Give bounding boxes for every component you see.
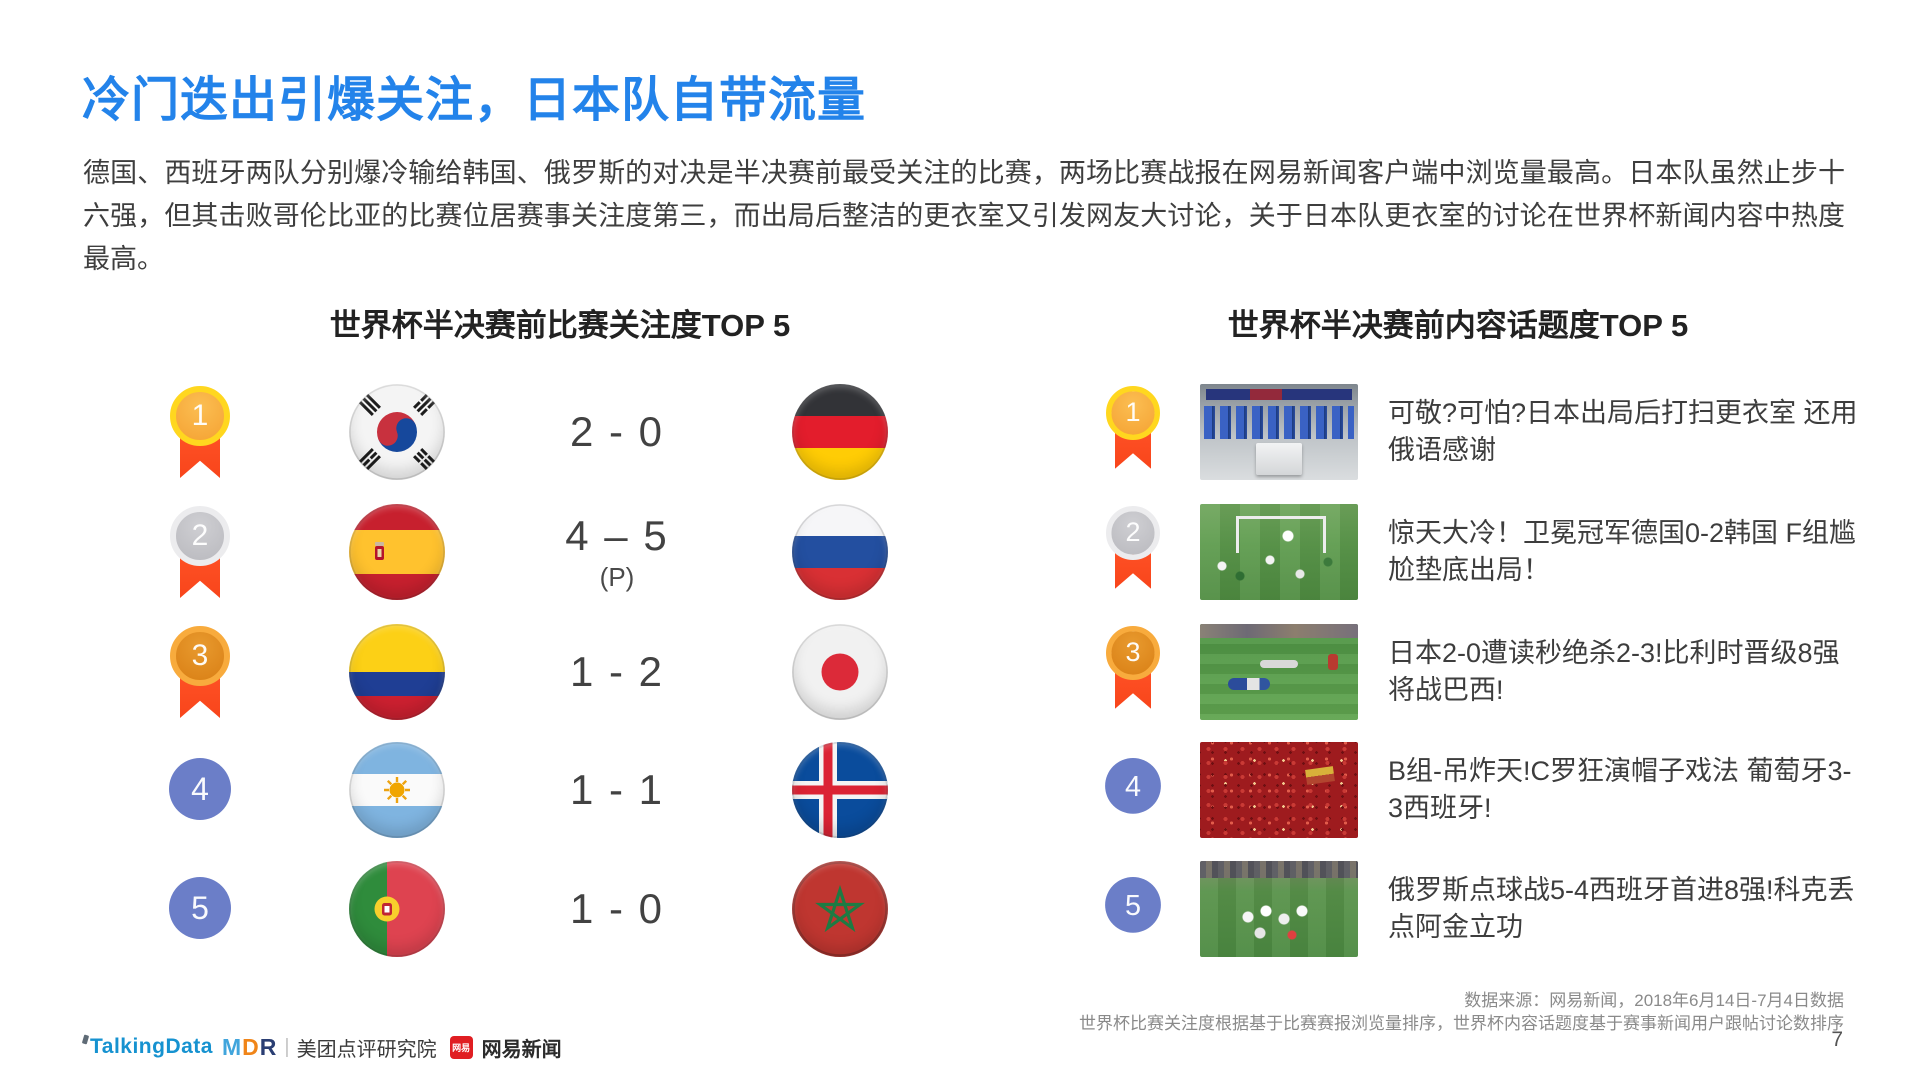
- mdr-letter: M: [221, 1033, 243, 1060]
- medal-ribbon-icon: [1115, 545, 1151, 589]
- team-celebration-thumbnail: [1200, 861, 1358, 957]
- rank-number: 5: [169, 877, 231, 939]
- mdr-letter: D: [242, 1033, 260, 1060]
- match-score: 1 - 0: [497, 849, 737, 969]
- russia-flag-icon: [792, 504, 888, 600]
- match-row: 1 2 - 0: [0, 372, 1921, 492]
- score-value: 1 - 1: [569, 766, 665, 813]
- rank-4-badge: 4: [165, 758, 235, 820]
- field-despair-thumbnail: [1200, 624, 1358, 720]
- footer-logos: TalkingData MDR | 美团点评研究院 网易 网易新闻: [83, 1033, 562, 1061]
- match-row: 5 1 - 0: [0, 849, 1921, 969]
- spain-flag-icon: [349, 504, 445, 600]
- iceland-flag-icon: [792, 742, 888, 838]
- thumbnail-detail: [1328, 654, 1338, 670]
- rank-number: 4: [1105, 758, 1161, 814]
- match-score: 1 - 2: [497, 612, 737, 732]
- rank-number: 3: [170, 626, 230, 686]
- topic-row: 5 俄罗斯点球战5-4西班牙首进8强!科克丢点阿金立功: [0, 849, 1921, 969]
- match-score: 2 - 0: [497, 372, 737, 492]
- morocco-flag-icon: [792, 861, 888, 957]
- topic-row: 4 B组-吊炸天!C罗狂演帽子戏法 葡萄牙3-3西班牙!: [0, 730, 1921, 850]
- rank-3-badge: 3: [165, 626, 235, 718]
- germany-flag-icon: [792, 384, 888, 480]
- page-number: 7: [1831, 1028, 1843, 1051]
- page-title: 冷门迭出引爆关注，日本队自带流量: [82, 74, 867, 127]
- netease-logo-icon: 网易: [449, 1035, 473, 1059]
- argentina-flag-icon: [349, 742, 445, 838]
- match-panel-title: 世界杯半决赛前比赛关注度TOP 5: [329, 308, 791, 343]
- match-row: 2 4 – 5 (P): [0, 492, 1921, 612]
- penalty-note: (P): [599, 561, 635, 592]
- red-crowd-thumbnail: [1200, 742, 1358, 838]
- score-value: 4 – 5: [565, 511, 669, 559]
- rank-1-badge: 1: [165, 386, 235, 478]
- medal-ribbon-icon: [1115, 665, 1151, 709]
- rank-number: 5: [1105, 877, 1161, 933]
- topic-panel-title: 世界杯半决赛前内容话题度TOP 5: [1227, 308, 1689, 343]
- medal-ribbon-icon: [180, 550, 220, 598]
- rank-2-badge: 2: [1102, 506, 1165, 589]
- rank-number: 4: [169, 758, 231, 820]
- colombia-flag-icon: [349, 624, 445, 720]
- rank-number: 1: [170, 386, 230, 446]
- thumbnail-detail: [1256, 443, 1302, 475]
- logo-divider: |: [284, 1035, 290, 1058]
- data-source-line2: 世界杯比赛关注度根据基于比赛赛报浏览量排序，世界杯内容话题度基于赛事新闻用户跟帖…: [1079, 1014, 1844, 1033]
- goal-scene-thumbnail: [1200, 504, 1358, 600]
- topic-headline: 日本2-0遭读秒绝杀2-3!比利时晋级8强将战巴西!: [1388, 638, 1840, 705]
- match-score: 1 - 1: [497, 730, 737, 850]
- medal-ribbon-icon: [1115, 425, 1151, 469]
- match-score: 4 – 5 (P): [497, 492, 737, 612]
- topic-row: 2 惊天大冷！卫冕冠军德国0-2韩国 F组尴尬垫底出局！: [0, 492, 1921, 612]
- rank-2-badge: 2: [165, 506, 235, 598]
- medal-ribbon-icon: [180, 430, 220, 478]
- data-source-line1: 数据来源：网易新闻，2018年6月14日-7月4日数据: [1464, 991, 1844, 1010]
- mdr-logo: MDR: [222, 1034, 277, 1061]
- japan-flag-icon: [792, 624, 888, 720]
- rank-number: 2: [1106, 506, 1160, 560]
- intro-paragraph: 德国、西班牙两队分别爆冷输给韩国、俄罗斯的对决是半决赛前最受关注的比赛，两场比赛…: [83, 158, 1845, 274]
- locker-room-thumbnail: [1200, 384, 1358, 480]
- topic-headline: 俄罗斯点球战5-4西班牙首进8强!科克丢点阿金立功: [1388, 875, 1855, 942]
- rank-5-badge: 5: [1102, 877, 1165, 933]
- rank-4-badge: 4: [1102, 758, 1165, 814]
- topic-headline: 可敬?可怕?日本出局后打扫更衣室 还用俄语感谢: [1388, 398, 1858, 465]
- mdr-letter: R: [259, 1033, 278, 1060]
- score-value: 2 - 0: [569, 408, 665, 455]
- talkingdata-logo: TalkingData: [83, 1035, 213, 1059]
- rank-1-badge: 1: [1102, 386, 1165, 469]
- match-row: 3 1 - 2: [0, 612, 1921, 732]
- score-value: 1 - 0: [569, 885, 665, 932]
- south-korea-flag-icon: [349, 384, 445, 480]
- rank-number: 1: [1106, 386, 1160, 440]
- topic-headline: B组-吊炸天!C罗狂演帽子戏法 葡萄牙3-3西班牙!: [1388, 756, 1852, 823]
- rank-number: 3: [1106, 626, 1160, 680]
- rank-3-badge: 3: [1102, 626, 1165, 709]
- rank-5-badge: 5: [165, 877, 235, 939]
- portugal-flag-icon: [349, 861, 445, 957]
- rank-number: 2: [170, 506, 230, 566]
- match-row: 4 1 - 1: [0, 730, 1921, 850]
- topic-row: 1 可敬?可怕?日本出局后打扫更衣室 还用俄语感谢: [0, 372, 1921, 492]
- medal-ribbon-icon: [180, 670, 220, 718]
- netease-news-logo: 网易新闻: [481, 1038, 562, 1061]
- meituan-dianping-institute-logo: 美团点评研究院: [296, 1038, 437, 1061]
- score-value: 1 - 2: [569, 648, 665, 695]
- topic-row: 3 日本2-0遭读秒绝杀2-3!比利时晋级8强将战巴西!: [0, 612, 1921, 732]
- topic-headline: 惊天大冷！卫冕冠军德国0-2韩国 F组尴尬垫底出局！: [1388, 518, 1857, 585]
